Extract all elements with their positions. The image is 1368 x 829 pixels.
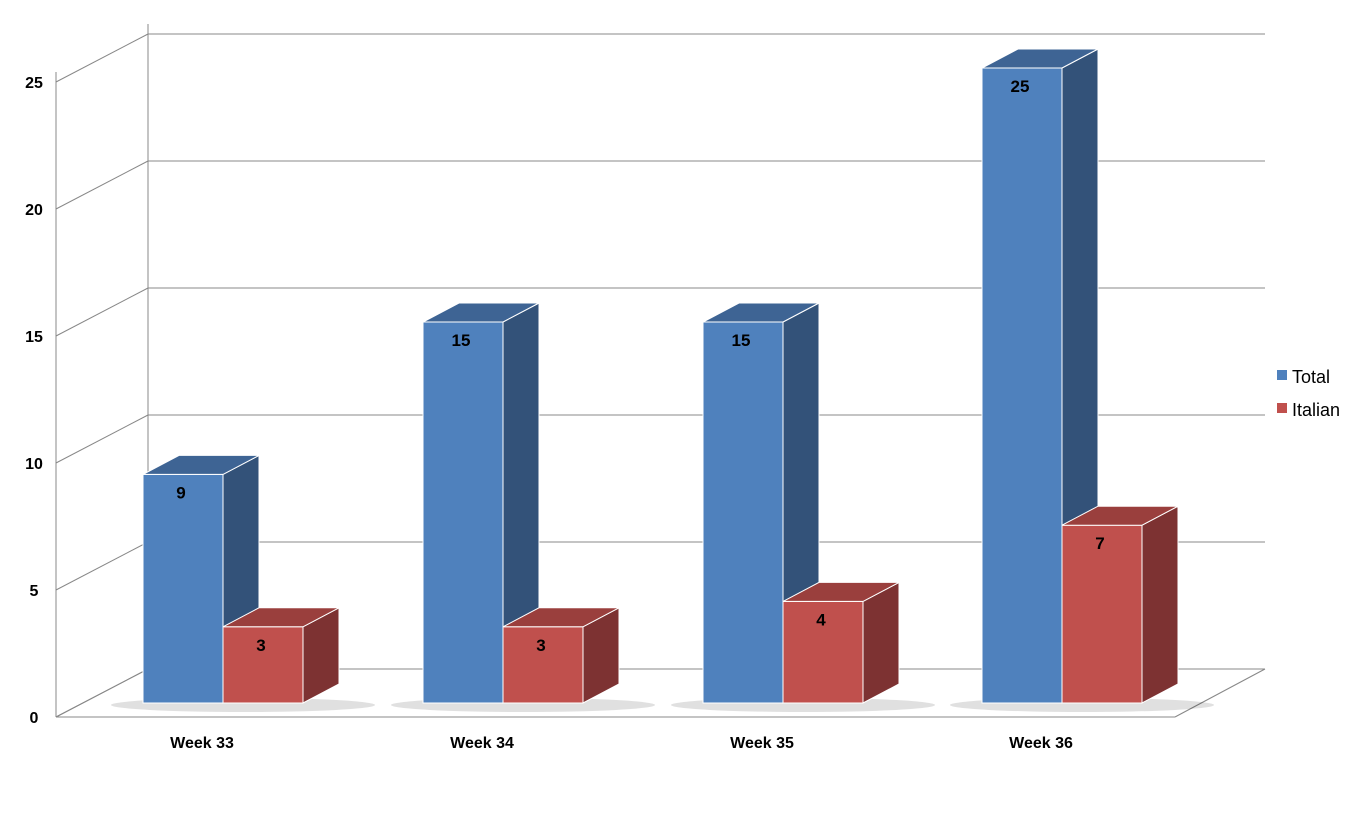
legend: Total Italian (1277, 367, 1340, 420)
gridline-diagonal (55, 414, 149, 464)
bar-top-total (981, 48, 1099, 69)
legend-label: Italian (1292, 400, 1340, 420)
y-axis-ticks: 0 5 10 15 20 25 (25, 75, 43, 727)
gridline-diagonal (55, 287, 149, 337)
bar-front-italian (222, 626, 304, 704)
x-tick-label: Week 36 (1009, 735, 1073, 752)
data-label: 25 (1011, 77, 1030, 96)
floor-right-edge (1174, 668, 1266, 718)
bar-front-total (142, 473, 224, 704)
y-tick-label: 20 (25, 202, 43, 219)
data-label: 15 (452, 331, 471, 350)
data-labels: 9 3 15 3 15 4 25 7 (176, 77, 1104, 655)
gridline-diagonal (55, 668, 149, 718)
bar-top-italian (222, 607, 340, 628)
bar-front-italian (502, 626, 584, 704)
data-label: 15 (732, 331, 751, 350)
bar-front-italian (1061, 524, 1143, 704)
y-tick-label: 5 (30, 583, 39, 600)
bar-top-total (422, 302, 540, 323)
bar-side-italian (862, 581, 900, 704)
legend-label: Total (1292, 367, 1330, 387)
bar-side-italian (1141, 505, 1179, 704)
x-tick-label: Week 34 (450, 735, 514, 752)
bar-top-italian (782, 581, 900, 602)
bars (142, 48, 1179, 704)
bar-top-total (702, 302, 820, 323)
legend-swatch-italian (1277, 403, 1287, 413)
gridline-diagonal (55, 160, 149, 210)
y-tick-label: 15 (25, 329, 43, 346)
bar-top-italian (502, 607, 620, 628)
y-tick-label: 10 (25, 456, 43, 473)
bar-front-total (702, 321, 784, 704)
legend-swatch-total (1277, 370, 1287, 380)
x-tick-label: Week 33 (170, 735, 234, 752)
data-label: 3 (536, 636, 545, 655)
bar-front-italian (782, 600, 864, 704)
gridline-diagonal (55, 33, 149, 83)
data-label: 3 (256, 636, 265, 655)
bar-front-total (981, 67, 1063, 704)
bar-top-total (142, 454, 260, 475)
bar-front-total (422, 321, 504, 704)
bar-top-italian (1061, 505, 1179, 526)
data-label: 9 (176, 483, 185, 502)
y-tick-label: 25 (25, 75, 43, 92)
gridline-diagonal (55, 541, 149, 591)
x-axis-ticks: Week 33 Week 34 Week 35 Week 36 (170, 735, 1073, 752)
data-label: 7 (1095, 534, 1104, 553)
x-tick-label: Week 35 (730, 735, 794, 752)
data-label: 4 (816, 610, 826, 629)
y-tick-label: 0 (30, 710, 39, 727)
